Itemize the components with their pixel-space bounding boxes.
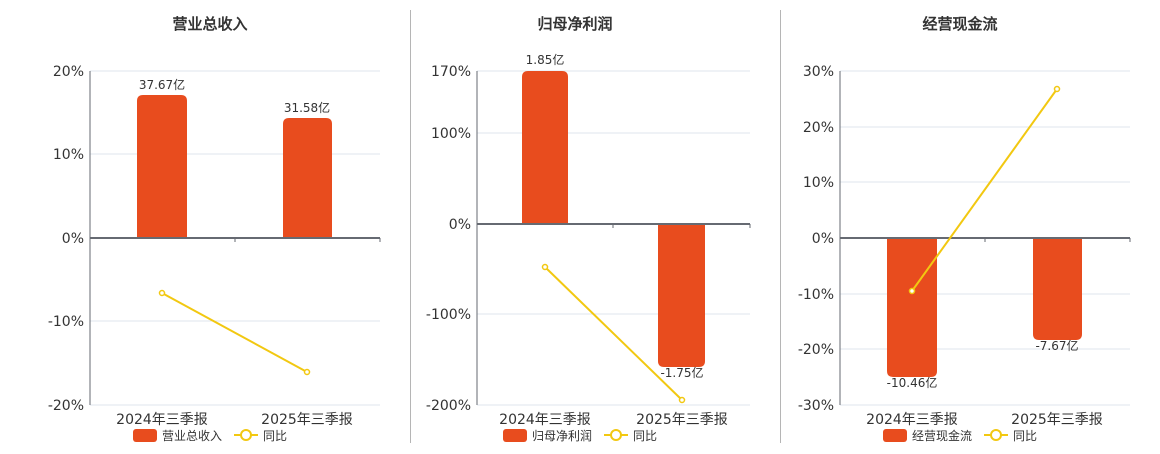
svg-text:0%: 0% [449, 217, 471, 233]
svg-text:20%: 20% [803, 120, 834, 136]
bar-value-labels: 37.67亿 31.58亿 [139, 77, 330, 115]
chart-panel-net-profit: 归母净利润 170% 100% 0% -100% -200% 1.85亿 -1.… [410, 0, 780, 450]
svg-text:-30%: -30% [798, 398, 834, 414]
yoy-line [544, 266, 683, 401]
bar-value-labels: -10.46亿 -7.67亿 [887, 338, 1079, 390]
y-axis-labels: 170% 100% 0% -100% -200% [426, 64, 471, 414]
yoy-line [161, 292, 308, 373]
svg-text:0%: 0% [812, 231, 834, 247]
chart-panel-revenue: 营业总收入 20% 10% 0% -10% -20% 37.67亿 31.58亿 [0, 0, 400, 450]
svg-text:经营现金流: 经营现金流 [912, 428, 972, 443]
svg-text:0%: 0% [62, 231, 84, 247]
svg-text:同比: 同比 [1013, 429, 1037, 443]
bar-2024[interactable] [137, 95, 187, 238]
yoy-line [911, 88, 1058, 292]
legend-bar-swatch [133, 429, 157, 442]
y-axis-labels: 20% 10% 0% -10% -20% [48, 64, 84, 414]
svg-text:-10%: -10% [48, 314, 84, 330]
svg-text:-10.46亿: -10.46亿 [887, 375, 938, 390]
x-axis-labels: 2024年三季报 2025年三季报 [116, 412, 353, 428]
svg-text:2025年三季报: 2025年三季报 [636, 412, 728, 428]
svg-text:31.58亿: 31.58亿 [284, 100, 330, 115]
legend-line-icon [610, 429, 622, 441]
svg-text:-20%: -20% [48, 398, 84, 414]
legend-bar-swatch [503, 429, 527, 442]
bar-2024[interactable] [887, 238, 937, 377]
svg-text:-20%: -20% [798, 342, 834, 358]
bar-2025[interactable] [283, 118, 332, 238]
svg-text:1.85亿: 1.85亿 [526, 52, 565, 67]
svg-text:2025年三季报: 2025年三季报 [261, 412, 353, 428]
chart-title: 营业总收入 [172, 15, 247, 33]
svg-text:-200%: -200% [426, 398, 471, 414]
revenue-chart: 营业总收入 20% 10% 0% -10% -20% 37.67亿 31.58亿 [48, 15, 381, 443]
svg-text:170%: 170% [431, 64, 471, 80]
svg-text:37.67亿: 37.67亿 [139, 77, 185, 92]
yoy-point[interactable] [541, 263, 549, 271]
svg-text:营业总收入: 营业总收入 [162, 429, 222, 443]
svg-text:100%: 100% [431, 126, 471, 142]
y-axis-labels: 30% 20% 10% 0% -10% -20% -30% [798, 64, 834, 414]
yoy-point[interactable] [678, 396, 686, 404]
bar-value-labels: 1.85亿 -1.75亿 [526, 52, 704, 380]
bar-2025[interactable] [658, 224, 705, 367]
divider [410, 10, 411, 443]
svg-text:20%: 20% [53, 64, 84, 80]
svg-text:2025年三季报: 2025年三季报 [1011, 412, 1103, 428]
legend-line-icon [240, 429, 252, 441]
svg-text:2024年三季报: 2024年三季报 [866, 412, 958, 428]
bar-2025[interactable] [1033, 238, 1082, 340]
operating-cashflow-chart: 经营现金流 30% 20% 10% 0% -10% -20% -30% -10.… [798, 15, 1131, 443]
yoy-point[interactable] [1053, 85, 1061, 93]
chart-title: 归母净利润 [537, 15, 612, 33]
svg-text:同比: 同比 [633, 429, 657, 443]
yoy-point[interactable] [303, 368, 311, 376]
legend-line-icon [990, 429, 1002, 441]
svg-text:30%: 30% [803, 64, 834, 80]
svg-text:归母净利润: 归母净利润 [532, 429, 592, 443]
svg-text:10%: 10% [803, 175, 834, 191]
yoy-point[interactable] [158, 289, 166, 297]
yoy-point[interactable] [908, 287, 916, 295]
svg-text:10%: 10% [53, 147, 84, 163]
net-profit-chart: 归母净利润 170% 100% 0% -100% -200% 1.85亿 -1.… [426, 15, 751, 443]
legend[interactable]: 归母净利润 同比 [503, 429, 657, 443]
svg-text:-7.67亿: -7.67亿 [1035, 338, 1078, 353]
chart-title: 经营现金流 [922, 15, 997, 33]
x-axis-labels: 2024年三季报 2025年三季报 [499, 412, 728, 428]
grid-lines [477, 70, 750, 406]
legend[interactable]: 经营现金流 同比 [883, 428, 1037, 443]
x-axis-labels: 2024年三季报 2025年三季报 [866, 412, 1103, 428]
legend-bar-swatch [883, 429, 907, 442]
legend[interactable]: 营业总收入 同比 [133, 429, 287, 443]
svg-text:-10%: -10% [798, 287, 834, 303]
svg-text:2024年三季报: 2024年三季报 [116, 412, 208, 428]
svg-text:同比: 同比 [263, 429, 287, 443]
bar-2024[interactable] [522, 71, 568, 224]
divider [780, 10, 781, 443]
chart-panel-operating-cashflow: 经营现金流 30% 20% 10% 0% -10% -20% -30% -10.… [780, 0, 1160, 450]
svg-text:-1.75亿: -1.75亿 [660, 365, 703, 380]
svg-text:-100%: -100% [426, 307, 471, 323]
svg-text:2024年三季报: 2024年三季报 [499, 412, 591, 428]
